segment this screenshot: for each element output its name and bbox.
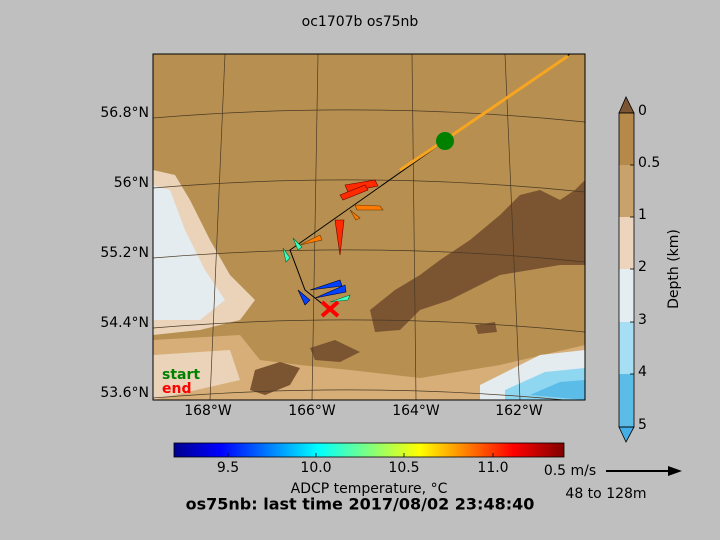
lon-label: 164°W xyxy=(392,403,440,419)
legend-end: end xyxy=(162,381,191,397)
deep-water xyxy=(530,380,585,400)
depth-colorbar xyxy=(618,96,635,443)
graticule xyxy=(153,54,585,400)
lon-label: 162°W xyxy=(495,403,543,419)
lat-label: 54.4°N xyxy=(100,315,149,331)
lon-label: 168°W xyxy=(184,403,232,419)
temperature-tick-label: 11.0 xyxy=(477,460,508,476)
depth-tick-label: 1 xyxy=(638,207,647,223)
depth-tick-label: 5 xyxy=(638,417,647,433)
slope xyxy=(153,350,240,400)
temperature-ticks: 9.5 10.0 10.5 11.0 xyxy=(217,453,509,476)
depth-tick-label: 3 xyxy=(638,312,647,328)
end-marker xyxy=(320,300,340,318)
depth-ticks: 0 0.5 1 2 3 4 5 xyxy=(630,103,660,433)
scale-arrowhead xyxy=(668,466,682,476)
depth-tick-label: 0 xyxy=(638,103,647,119)
temperature-tick-label: 9.5 xyxy=(217,460,239,476)
depth-label: Depth (km) xyxy=(666,229,682,309)
start-marker xyxy=(436,132,454,150)
ship-track xyxy=(282,54,571,318)
lat-label: 55.2°N xyxy=(100,245,149,261)
depth-tick-label: 4 xyxy=(638,364,647,380)
depth-tick-label: 0.5 xyxy=(638,155,660,171)
map-area: start end xyxy=(153,54,585,400)
scale-speed: 0.5 m/s xyxy=(544,463,596,479)
deep-water xyxy=(153,185,225,320)
depth-tick-label: 2 xyxy=(638,259,647,275)
land xyxy=(370,180,585,332)
map-frame xyxy=(152,53,586,401)
lat-label: 53.6°N xyxy=(100,385,149,401)
land xyxy=(475,322,497,334)
lon-label: 166°W xyxy=(288,403,336,419)
lat-label: 56.8°N xyxy=(100,105,149,121)
temperature-tick-label: 10.5 xyxy=(388,460,419,476)
title: oc1707b os75nb xyxy=(302,14,419,30)
temperature-label: ADCP temperature, °C xyxy=(291,481,448,497)
land xyxy=(250,362,300,395)
lat-label: 56°N xyxy=(114,175,149,191)
temperature-tick-label: 10.0 xyxy=(300,460,331,476)
footer: os75nb: last time 2017/08/02 23:48:40 xyxy=(186,495,535,514)
temperature-colorbar xyxy=(173,442,565,458)
lon-labels: 168°W 166°W 164°W 162°W xyxy=(184,403,543,419)
lat-labels: 56.8°N 56°N 55.2°N 54.4°N 53.6°N xyxy=(100,105,149,401)
legend-start: start xyxy=(162,367,200,383)
scale-depth: 48 to 128m xyxy=(565,486,646,502)
land xyxy=(310,340,360,362)
